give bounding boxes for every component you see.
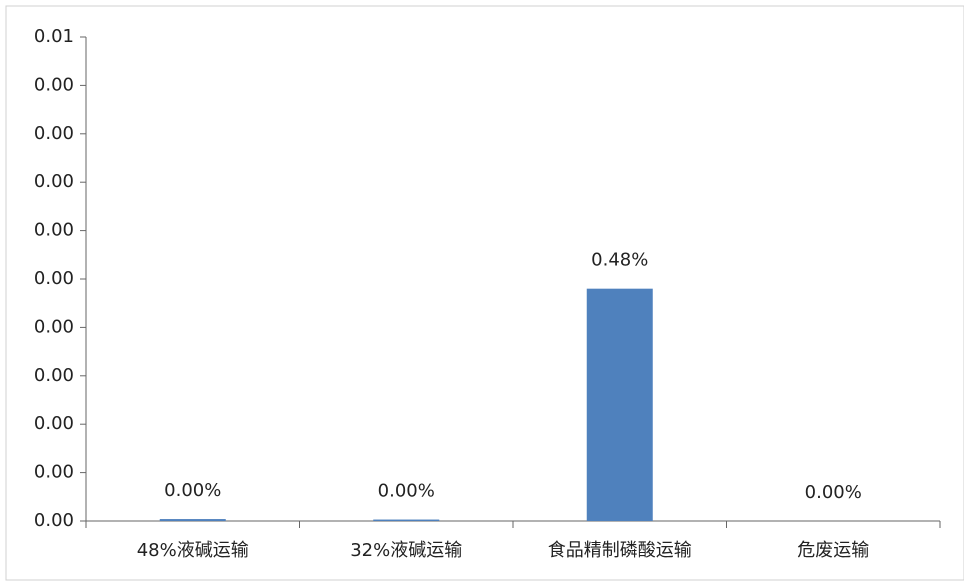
y-tick-label: 0.00 bbox=[34, 316, 74, 337]
y-tick-label: 0.00 bbox=[34, 123, 74, 144]
x-tick-label: 32%液碱运输 bbox=[350, 540, 462, 561]
y-tick-label: 0.00 bbox=[34, 413, 74, 434]
value-label: 0.00% bbox=[378, 481, 435, 502]
x-tick-label: 危废运输 bbox=[797, 540, 869, 561]
y-tick-label: 0.00 bbox=[34, 268, 74, 289]
chart-border bbox=[5, 5, 964, 581]
bar bbox=[586, 288, 653, 521]
y-tick-label: 0.00 bbox=[34, 462, 74, 483]
y-tick-label: 0.00 bbox=[34, 365, 74, 386]
value-label: 0.00% bbox=[805, 482, 862, 503]
bar bbox=[159, 519, 226, 521]
y-tick-label: 0.00 bbox=[34, 171, 74, 192]
y-tick-label: 0.00 bbox=[34, 220, 74, 241]
x-tick-label: 食品精制磷酸运输 bbox=[548, 540, 692, 561]
y-tick-label: 0.00 bbox=[34, 510, 74, 531]
bar bbox=[373, 519, 440, 521]
y-tick-label: 0.01 bbox=[34, 26, 74, 47]
value-label: 0.48% bbox=[591, 250, 648, 271]
x-tick-label: 48%液碱运输 bbox=[137, 540, 249, 561]
y-tick-label: 0.00 bbox=[34, 74, 74, 95]
value-label: 0.00% bbox=[164, 480, 221, 501]
